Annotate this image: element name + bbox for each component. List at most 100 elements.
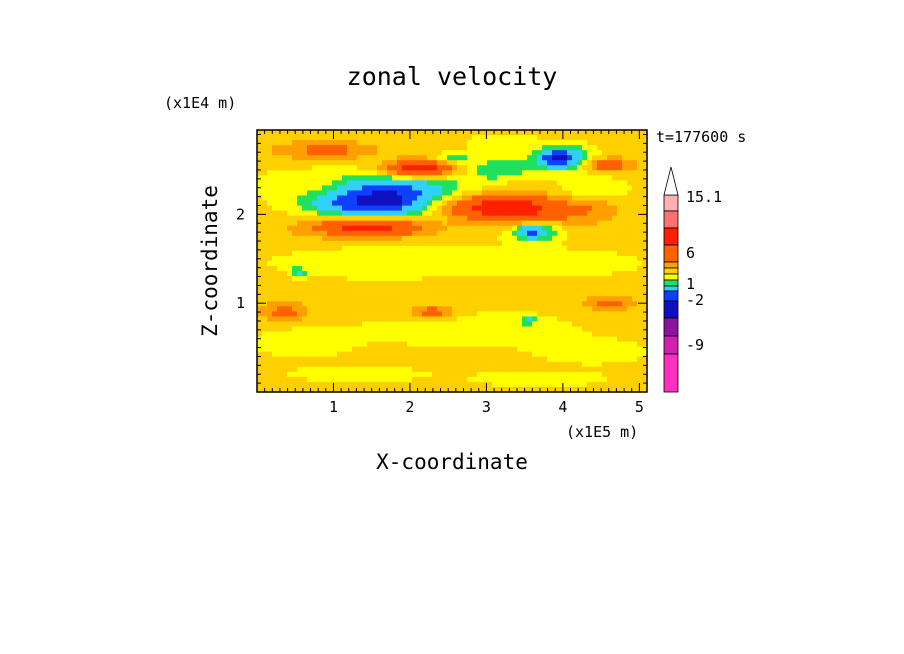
- field-cell: [642, 185, 648, 192]
- field-cell: [292, 346, 298, 353]
- field-cell: [307, 130, 313, 136]
- field-cell: [307, 366, 313, 373]
- field-cell: [367, 381, 373, 388]
- field-cell: [267, 225, 273, 232]
- field-cell: [392, 245, 398, 252]
- field-cell: [562, 240, 568, 247]
- field-cell: [617, 145, 623, 151]
- field-cell: [437, 140, 443, 146]
- field-cell: [352, 316, 358, 323]
- field-cell: [307, 245, 313, 252]
- field-cell: [397, 271, 403, 277]
- field-cell: [622, 175, 628, 181]
- field-cell: [477, 291, 483, 297]
- field-cell: [602, 261, 608, 267]
- field-cell: [492, 271, 498, 277]
- field-cell: [502, 376, 508, 383]
- field-cell: [602, 356, 608, 363]
- field-cell: [262, 190, 268, 197]
- field-cell: [337, 165, 343, 171]
- field-cell: [532, 230, 538, 237]
- field-cell: [442, 286, 448, 292]
- field-cell: [322, 160, 328, 166]
- field-cell: [542, 306, 548, 312]
- field-cell: [407, 220, 413, 227]
- field-cell: [352, 210, 358, 217]
- field-cell: [267, 371, 273, 378]
- field-cell: [337, 225, 343, 232]
- field-cell: [457, 235, 463, 242]
- field-cell: [362, 240, 368, 247]
- field-cell: [352, 205, 358, 212]
- field-cell: [572, 381, 578, 388]
- field-cell: [577, 250, 583, 257]
- field-cell: [367, 210, 373, 217]
- field-cell: [617, 150, 623, 156]
- field-cell: [292, 381, 298, 388]
- field-cell: [427, 130, 433, 136]
- field-cell: [332, 301, 338, 307]
- field-cell: [587, 296, 593, 302]
- field-cell: [382, 175, 388, 181]
- field-cell: [347, 326, 353, 333]
- field-cell: [512, 130, 518, 136]
- field-cell: [577, 361, 583, 368]
- field-cell: [312, 255, 318, 262]
- field-cell: [432, 381, 438, 388]
- field-cell: [282, 135, 288, 141]
- field-cell: [602, 165, 608, 171]
- field-cell: [422, 250, 428, 257]
- field-cell: [397, 296, 403, 302]
- field-cell: [572, 250, 578, 257]
- field-cell: [307, 306, 313, 312]
- field-cell: [577, 150, 583, 156]
- field-cell: [332, 180, 338, 187]
- field-cell: [637, 356, 643, 363]
- field-cell: [637, 225, 643, 232]
- field-cell: [642, 250, 648, 257]
- field-cell: [407, 271, 413, 277]
- field-cell: [297, 276, 303, 282]
- field-cell: [502, 286, 508, 292]
- field-cell: [267, 180, 273, 187]
- field-cell: [497, 195, 503, 202]
- field-cell: [507, 311, 513, 318]
- field-cell: [407, 160, 413, 166]
- field-cell: [412, 356, 418, 363]
- field-cell: [337, 245, 343, 252]
- field-cell: [257, 185, 263, 192]
- field-cell: [627, 376, 633, 383]
- field-cell: [332, 306, 338, 312]
- field-cell: [517, 261, 523, 267]
- field-cell: [442, 155, 448, 161]
- field-cell: [262, 316, 268, 323]
- field-cell: [557, 326, 563, 333]
- field-cell: [452, 235, 458, 242]
- field-cell: [287, 250, 293, 257]
- field-cell: [432, 326, 438, 333]
- field-cell: [462, 250, 468, 257]
- field-cell: [312, 155, 318, 161]
- field-cell: [482, 250, 488, 257]
- field-cell: [417, 286, 423, 292]
- field-cell: [557, 311, 563, 318]
- field-cell: [492, 150, 498, 156]
- field-cell: [422, 235, 428, 242]
- field-cell: [607, 175, 613, 181]
- field-cell: [392, 356, 398, 363]
- field-cell: [267, 235, 273, 242]
- field-cell: [457, 210, 463, 217]
- field-cell: [557, 341, 563, 348]
- field-cell: [402, 336, 408, 343]
- field-cell: [537, 230, 543, 237]
- field-cell: [587, 351, 593, 358]
- field-cell: [522, 286, 528, 292]
- field-cell: [372, 220, 378, 227]
- field-cell: [352, 245, 358, 252]
- field-cell: [432, 371, 438, 378]
- field-cell: [532, 316, 538, 323]
- field-cell: [587, 175, 593, 181]
- field-cell: [607, 190, 613, 197]
- field-cell: [457, 155, 463, 161]
- field-cell: [477, 266, 483, 272]
